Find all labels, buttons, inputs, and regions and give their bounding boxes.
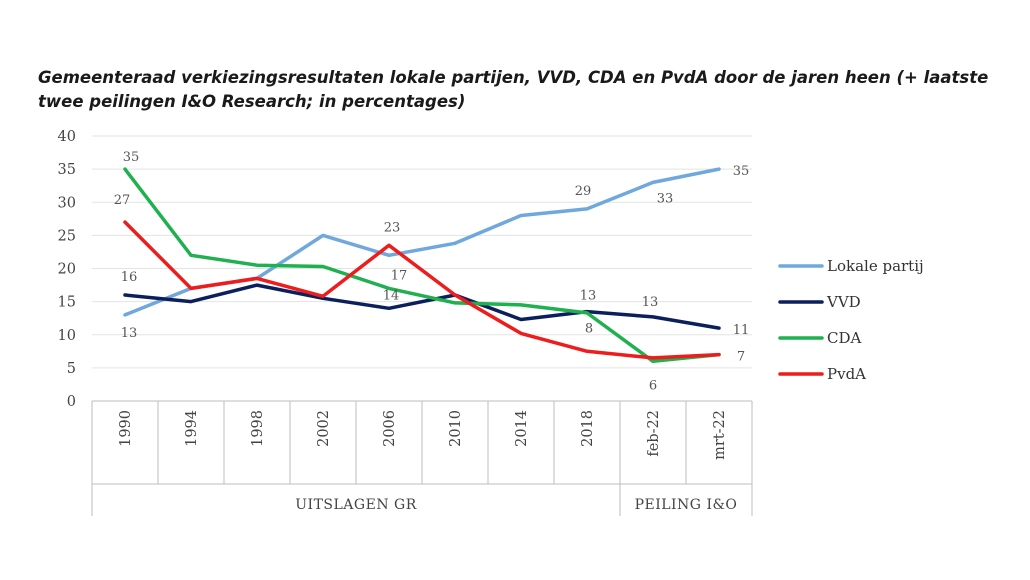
y-tick-label: 5	[67, 361, 76, 377]
data-label: 6	[649, 378, 657, 393]
data-label: 35	[733, 164, 750, 179]
y-tick-label: 15	[58, 295, 76, 311]
y-tick-label: 40	[58, 129, 76, 145]
data-label: 23	[384, 220, 401, 235]
series-lines	[123, 167, 721, 364]
x-tick-label: 2014	[514, 410, 530, 447]
y-axis: 0 5 10 15 20 25 30 35 40	[58, 129, 76, 410]
data-label: 27	[114, 193, 131, 208]
legend-label: PvdA	[827, 365, 866, 383]
series-line-vvd	[123, 283, 721, 330]
x-tick-label: 2002	[316, 410, 332, 447]
y-tick-label: 10	[58, 328, 76, 344]
x-tick-label: 1998	[250, 410, 266, 447]
legend-label: CDA	[827, 329, 862, 347]
data-label: 7	[737, 350, 745, 365]
series-line-lokale-partij	[123, 167, 721, 317]
y-tick-label: 25	[58, 228, 76, 244]
data-label: 16	[121, 270, 138, 285]
data-label: 17	[391, 268, 408, 283]
y-tick-label: 30	[58, 195, 76, 211]
data-label: 13	[580, 289, 597, 304]
data-label: 13	[121, 326, 138, 341]
x-tick-label: 2006	[382, 410, 398, 447]
data-label: 13	[642, 295, 659, 310]
data-label: 33	[657, 191, 674, 206]
x-tick-label: feb-22	[646, 410, 662, 457]
gridlines	[92, 135, 752, 402]
y-tick-label: 20	[58, 262, 76, 278]
data-labels: 13 29 33 35 16 14 13 13 11 35 17 6 27 23 8 7	[114, 150, 750, 393]
legend-label: VVD	[826, 293, 861, 311]
x-tick-label: 1990	[118, 410, 134, 447]
legend: Lokale partij VVD CDA PvdA	[778, 257, 924, 383]
legend-label: Lokale partij	[827, 257, 924, 275]
x-axis: 1990 1994 1998 2002 2006 2010 2014 2018 feb-22 mr…	[91, 401, 753, 516]
x-tick-label: 1994	[184, 410, 200, 447]
data-label: 35	[123, 150, 140, 165]
data-label: 29	[575, 184, 592, 199]
x-group-label: UITSLAGEN GR	[295, 497, 417, 513]
data-label: 11	[733, 323, 750, 338]
data-label: 14	[383, 288, 400, 303]
x-tick-label: mrt-22	[712, 410, 728, 460]
series-line-cda	[123, 167, 721, 364]
series-line-pvda	[123, 220, 721, 360]
x-tick-label: 2010	[448, 410, 464, 447]
x-group-label: PEILING I&O	[635, 497, 738, 513]
y-tick-label: 0	[67, 394, 76, 410]
data-label: 8	[585, 321, 593, 336]
chart-title: Gemeenteraad verkiezingsresultaten lokal…	[38, 68, 989, 111]
y-tick-label: 35	[58, 162, 76, 178]
x-tick-label: 2018	[580, 410, 596, 447]
